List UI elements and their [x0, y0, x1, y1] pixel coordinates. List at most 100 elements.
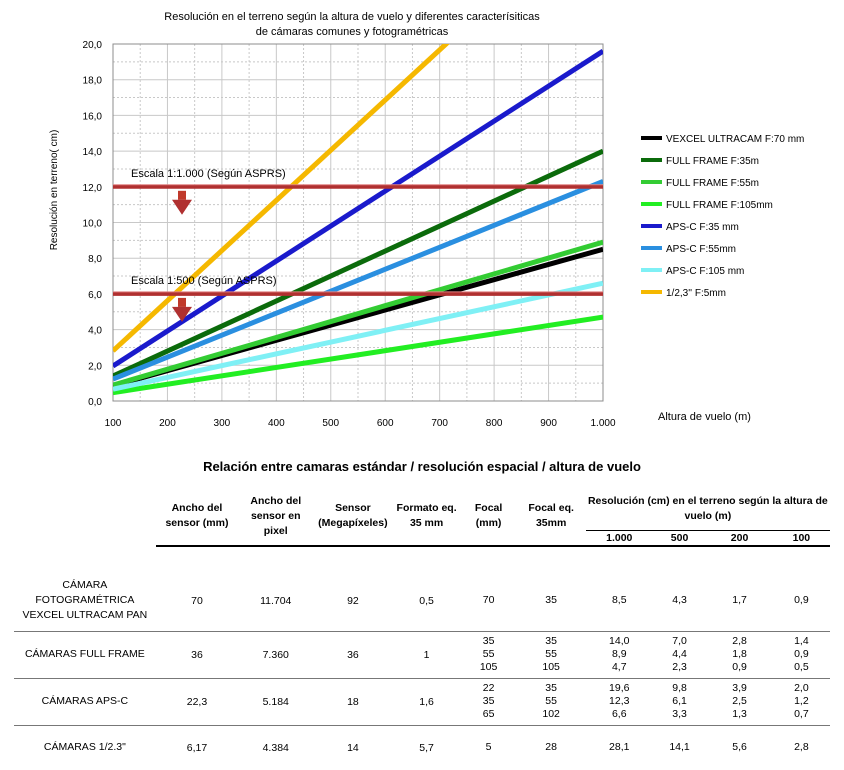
cell-res-1000: 19,6 12,3 6,6 [585, 678, 653, 726]
cell-format: 5,7 [419, 741, 434, 754]
cell-res-500: 9,8 6,1 3,3 [652, 678, 707, 726]
cell-sensor-mp: 14 [347, 741, 359, 754]
cell-res-500: 14,1 [669, 741, 690, 753]
header-height-200: 200 [706, 530, 773, 547]
cell-sensor-mp: 36 [313, 631, 393, 679]
cell-res-100: 2,0 1,2 0,7 [772, 678, 830, 726]
cell-camera-name: CÁMARAS APS-C [14, 678, 156, 726]
series-line-8 [113, 44, 450, 353]
legend-label-2: FULL FRAME F:35m [666, 156, 759, 167]
cell-sensor-width: 36 [155, 631, 239, 679]
header-height-500: 500 [652, 530, 707, 547]
scale-label-1: Escala 1:1.000 (Según ASPRS) [131, 168, 286, 180]
cell-sensor-pixels: 7.360 [238, 631, 314, 679]
table-row: CÁMARAS APS-C 22,3 5.184 18 1,6 22 35 65 35 55 102… [14, 678, 830, 726]
y-axis-label: Resolución en terreno( cm) [49, 130, 60, 251]
cell-res-200: 2,8 1,8 0,9 [706, 631, 773, 679]
header-resolution: Resolución (cm) en el terreno según la a… [585, 488, 830, 531]
cell-sensor-width: 6,17 [186, 741, 208, 754]
cell-sensor-pixels: 4.384 [262, 741, 289, 754]
cell-camera-name: CÁMARAS 1/2.3" [43, 741, 126, 753]
cell-res-500: 4,3 [652, 570, 707, 632]
scale-arrow-shaft-2 [178, 297, 186, 307]
y-tick-label: 10,0 [83, 219, 103, 230]
cell-res-100: 1,4 0,9 0,5 [772, 631, 830, 679]
y-tick-label: 16,0 [83, 111, 103, 122]
legend-label-6: APS-C F:55mm [666, 244, 736, 255]
cell-focal: 22 35 65 [460, 678, 517, 726]
y-tick-label: 20,0 [83, 40, 103, 51]
series-line-6 [113, 179, 603, 382]
y-tick-label: 18,0 [83, 76, 103, 87]
x-tick-label: 1.000 [590, 418, 615, 429]
y-tick-label: 0,0 [88, 397, 102, 408]
cell-focal: 5 [485, 741, 492, 753]
legend-label-3: FULL FRAME F:55m [666, 178, 759, 189]
chart-title-line1: Resolución en el terreno según la altura… [164, 11, 540, 23]
cell-res-1000: 14,0 8,9 4,7 [585, 631, 653, 679]
header-format: Formato eq. 35 mm [392, 488, 461, 547]
table-row: CÁMARAS 1/2.3" 6,17 4.384 14 5,7 5 28 28,1 14,1 5… [14, 725, 830, 770]
series-line-7 [113, 280, 603, 392]
header-sensor-width: Ancho del sensor (mm) [155, 488, 239, 547]
scale-arrow-head-2 [172, 306, 192, 322]
y-tick-label: 14,0 [83, 147, 103, 158]
header-height-100: 100 [772, 530, 830, 547]
cell-camera-name: CÁMARA FOTOGRAMÉTRICA VEXCEL ULTRACAM PA… [14, 570, 156, 632]
legend-label-1: VEXCEL ULTRACAM F:70 mm [666, 134, 804, 145]
cell-res-200: 5,6 [732, 741, 747, 753]
cell-sensor-width: 22,3 [155, 678, 239, 726]
series-line-4 [113, 314, 603, 396]
scale-arrow-shaft-1 [178, 190, 186, 200]
cell-res-200: 1,7 [706, 570, 773, 632]
x-tick-label: 100 [105, 418, 122, 429]
series-line-3 [113, 239, 603, 388]
y-tick-label: 6,0 [88, 290, 102, 301]
header-focal: Focal (mm) [460, 488, 517, 547]
cell-focal35: 35 [516, 570, 586, 632]
scale-arrow-head-1 [172, 199, 192, 215]
cell-res-500: 7,0 4,4 2,3 [652, 631, 707, 679]
scale-label-2: Escala 1:500 (Según ASPRS) [131, 275, 277, 287]
header-height-1000: 1.000 [585, 530, 653, 547]
cell-sensor-pixels: 11.704 [238, 570, 314, 632]
y-tick-label: 2,0 [88, 361, 102, 372]
x-tick-label: 600 [377, 418, 394, 429]
x-tick-label: 900 [540, 418, 557, 429]
cell-sensor-pixels: 5.184 [238, 678, 314, 726]
y-tick-label: 12,0 [83, 183, 103, 194]
cell-sensor-mp: 92 [313, 570, 393, 632]
cell-sensor-mp: 18 [313, 678, 393, 726]
cell-focal35: 35 55 105 [516, 631, 586, 679]
table-row: CÁMARAS FULL FRAME 36 7.360 36 1 35 55 105 35 55 1… [14, 631, 830, 679]
camera-table: Ancho del sensor (mm) Ancho del sensor e… [14, 488, 830, 770]
cell-res-1000: 28,1 [609, 741, 630, 753]
legend-label-7: APS-C F:105 mm [666, 266, 744, 277]
cell-focal: 35 55 105 [460, 631, 517, 679]
x-tick-label: 200 [159, 418, 176, 429]
x-tick-label: 700 [431, 418, 448, 429]
legend-label-5: APS-C F:35 mm [666, 222, 739, 233]
legend-label-8: 1/2,3'' F:5mm [666, 288, 726, 299]
cell-res-200: 3,9 2,5 1,3 [706, 678, 773, 726]
resolution-chart: Resolución en el terreno según la altura… [49, 11, 804, 429]
cell-res-100: 0,9 [772, 570, 830, 632]
cell-format: 1,6 [392, 678, 461, 726]
x-tick-label: 400 [268, 418, 285, 429]
cell-focal35: 28 [545, 741, 557, 753]
cell-focal35: 35 55 102 [516, 678, 586, 726]
cell-res-1000: 8,5 [585, 570, 653, 632]
legend-label-4: FULL FRAME F:105mm [666, 200, 773, 211]
cell-sensor-width: 70 [155, 570, 239, 632]
cell-format: 0,5 [392, 570, 461, 632]
x-tick-label: 300 [214, 418, 231, 429]
cell-focal: 70 [460, 570, 517, 632]
chart-title-line2: de cámaras comunes y fotogramétricas [256, 26, 449, 38]
x-tick-label: 500 [322, 418, 339, 429]
cell-format: 1 [392, 631, 461, 679]
header-camera [14, 488, 156, 530]
cell-camera-name: CÁMARAS FULL FRAME [14, 631, 156, 679]
x-axis-label: Altura de vuelo (m) [658, 411, 751, 423]
table-title: Relación entre camaras estándar / resolu… [203, 459, 641, 474]
table-row: CÁMARA FOTOGRAMÉTRICA VEXCEL ULTRACAM PA… [14, 570, 830, 632]
